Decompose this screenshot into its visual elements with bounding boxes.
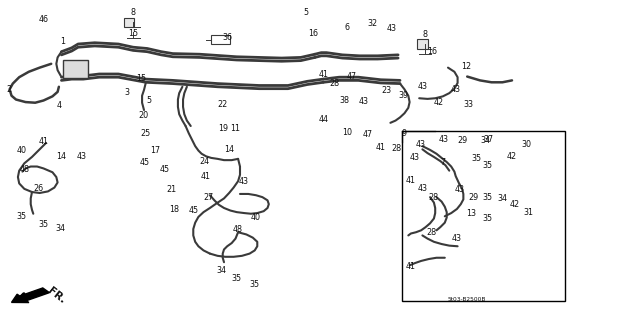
Text: 3: 3 xyxy=(124,88,129,97)
Text: 34: 34 xyxy=(480,137,490,145)
Text: 9: 9 xyxy=(402,129,407,138)
Text: 2: 2 xyxy=(6,85,12,94)
Text: 45: 45 xyxy=(160,165,170,174)
Text: 32: 32 xyxy=(367,19,378,28)
Text: 48: 48 xyxy=(233,225,243,234)
Text: 42: 42 xyxy=(433,98,444,107)
Text: 14: 14 xyxy=(56,152,67,161)
Text: 41: 41 xyxy=(38,137,49,146)
Text: 42: 42 xyxy=(509,200,520,209)
Text: 35: 35 xyxy=(232,274,242,283)
Text: 39: 39 xyxy=(398,91,408,100)
Text: 41: 41 xyxy=(405,262,415,271)
Text: 4: 4 xyxy=(56,101,61,110)
Text: 30: 30 xyxy=(521,140,531,149)
Text: 28: 28 xyxy=(392,144,402,153)
Text: 6: 6 xyxy=(344,23,349,32)
Text: 46: 46 xyxy=(38,15,49,24)
Text: 34: 34 xyxy=(497,194,508,203)
Text: 27: 27 xyxy=(204,193,214,202)
Text: 18: 18 xyxy=(169,205,179,214)
Text: 41: 41 xyxy=(375,143,385,152)
Text: 40: 40 xyxy=(251,213,261,222)
Text: 23: 23 xyxy=(381,86,392,95)
Text: 28: 28 xyxy=(426,228,436,237)
Text: 41: 41 xyxy=(405,176,415,185)
Text: 28: 28 xyxy=(429,193,439,202)
Bar xyxy=(417,39,428,49)
Text: 15: 15 xyxy=(128,29,138,38)
Text: 31: 31 xyxy=(524,208,534,217)
Text: 43: 43 xyxy=(77,152,87,161)
Text: 22: 22 xyxy=(218,100,228,109)
Text: 43: 43 xyxy=(438,135,449,144)
Text: 35: 35 xyxy=(17,212,27,221)
Text: 5: 5 xyxy=(147,96,152,105)
Text: 34: 34 xyxy=(216,266,227,275)
Text: 43: 43 xyxy=(417,184,428,193)
Text: 47: 47 xyxy=(362,130,372,139)
Text: 40: 40 xyxy=(17,146,27,155)
Text: 5: 5 xyxy=(303,8,308,17)
Bar xyxy=(211,35,230,44)
Text: 25: 25 xyxy=(141,129,151,138)
Text: 8: 8 xyxy=(131,8,136,17)
Text: 35: 35 xyxy=(471,154,481,163)
Text: FR.: FR. xyxy=(45,286,67,306)
Text: 5t03-B2500B: 5t03-B2500B xyxy=(448,297,486,302)
Text: 20: 20 xyxy=(138,111,148,120)
Text: 35: 35 xyxy=(483,214,493,223)
Text: 43: 43 xyxy=(454,185,465,194)
Text: 28: 28 xyxy=(329,79,339,88)
Text: 12: 12 xyxy=(461,62,471,71)
Bar xyxy=(402,131,565,301)
Text: 44: 44 xyxy=(319,115,329,124)
Text: 29: 29 xyxy=(468,193,479,202)
Text: 24: 24 xyxy=(200,157,210,166)
Text: 26: 26 xyxy=(33,184,44,193)
Text: 42: 42 xyxy=(507,152,517,161)
Text: 43: 43 xyxy=(452,234,462,243)
Text: 45: 45 xyxy=(188,206,198,215)
Text: 8: 8 xyxy=(422,30,428,39)
Text: 45: 45 xyxy=(140,158,150,167)
Text: 33: 33 xyxy=(463,100,474,109)
Text: 43: 43 xyxy=(451,85,461,94)
Text: 21: 21 xyxy=(166,185,177,194)
Text: 16: 16 xyxy=(308,29,319,38)
Text: 10: 10 xyxy=(342,128,352,137)
FancyArrow shape xyxy=(12,288,49,302)
Text: 43: 43 xyxy=(387,24,397,33)
Text: 43: 43 xyxy=(416,140,426,149)
Text: 34: 34 xyxy=(56,224,66,233)
Text: 35: 35 xyxy=(38,220,49,229)
Bar xyxy=(124,18,134,27)
Text: 35: 35 xyxy=(483,193,493,202)
Text: 1: 1 xyxy=(60,37,65,46)
Text: 16: 16 xyxy=(427,47,437,56)
Text: 41: 41 xyxy=(318,70,328,78)
Text: 14: 14 xyxy=(224,145,234,154)
Text: 43: 43 xyxy=(358,97,369,106)
Text: 11: 11 xyxy=(230,124,241,133)
Text: 37: 37 xyxy=(484,135,494,144)
Text: 13: 13 xyxy=(466,209,476,218)
Text: 43: 43 xyxy=(410,153,420,162)
Text: 41: 41 xyxy=(201,172,211,181)
Text: 19: 19 xyxy=(218,124,228,133)
Text: 43: 43 xyxy=(238,177,248,186)
Text: 35: 35 xyxy=(483,161,493,170)
Bar xyxy=(63,60,88,78)
Text: 43: 43 xyxy=(417,82,428,91)
Text: 15: 15 xyxy=(136,74,146,83)
Text: 17: 17 xyxy=(150,146,160,155)
Text: 29: 29 xyxy=(457,137,467,145)
Text: 7: 7 xyxy=(440,158,445,167)
Text: 35: 35 xyxy=(250,280,260,289)
Text: 38: 38 xyxy=(339,96,349,105)
Text: 48: 48 xyxy=(19,165,29,174)
Text: 36: 36 xyxy=(222,33,232,42)
Text: 47: 47 xyxy=(347,72,357,81)
